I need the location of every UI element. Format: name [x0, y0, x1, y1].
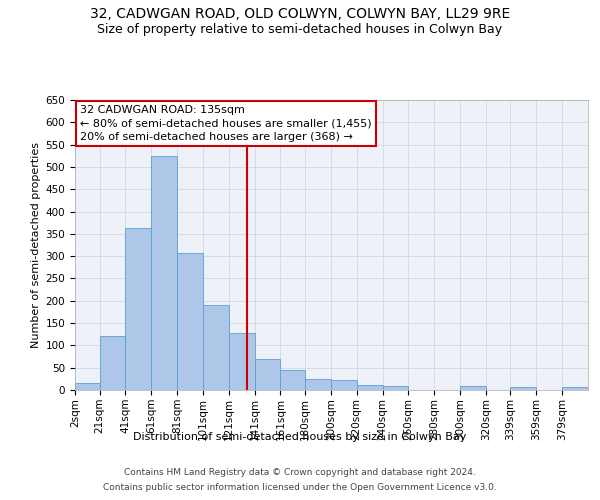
Bar [511, 387, 536, 390]
Text: Contains HM Land Registry data © Crown copyright and database right 2024.: Contains HM Land Registry data © Crown c… [124, 468, 476, 477]
Text: 32 CADWGAN ROAD: 135sqm
← 80% of semi-detached houses are smaller (1,455)
20% of: 32 CADWGAN ROAD: 135sqm ← 80% of semi-de… [80, 106, 372, 142]
Bar [177, 252, 203, 390]
Text: Distribution of semi-detached houses by size in Colwyn Bay: Distribution of semi-detached houses by … [133, 432, 467, 442]
Bar [151, 156, 177, 390]
Bar [75, 384, 100, 390]
Y-axis label: Number of semi-detached properties: Number of semi-detached properties [31, 142, 41, 348]
Bar [229, 333, 254, 390]
Bar [460, 386, 486, 390]
Bar [331, 380, 356, 390]
Text: 32, CADWGAN ROAD, OLD COLWYN, COLWYN BAY, LL29 9RE: 32, CADWGAN ROAD, OLD COLWYN, COLWYN BAY… [90, 8, 510, 22]
Text: Size of property relative to semi-detached houses in Colwyn Bay: Size of property relative to semi-detach… [97, 22, 503, 36]
Bar [280, 370, 305, 390]
Bar [254, 359, 280, 390]
Bar [562, 387, 588, 390]
Bar [100, 336, 125, 390]
Bar [356, 384, 383, 390]
Text: Contains public sector information licensed under the Open Government Licence v3: Contains public sector information licen… [103, 483, 497, 492]
Bar [203, 305, 229, 390]
Bar [125, 228, 151, 390]
Bar [305, 379, 331, 390]
Bar [383, 386, 409, 390]
